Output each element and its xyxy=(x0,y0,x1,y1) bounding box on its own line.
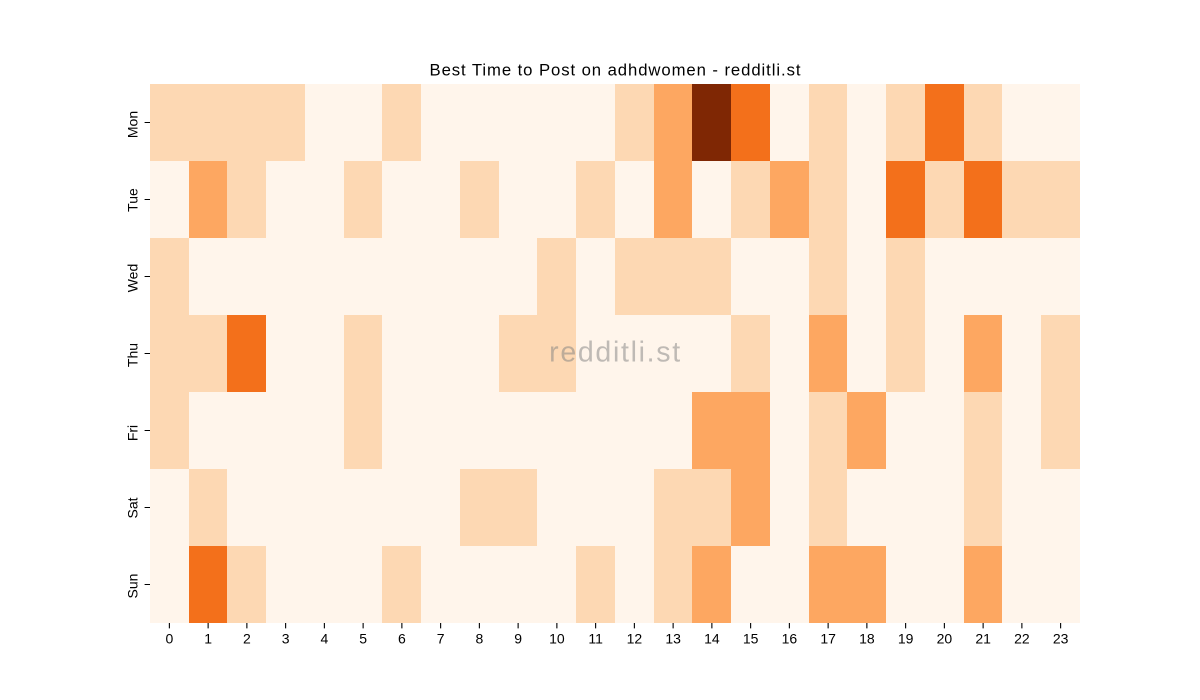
svg-text:16: 16 xyxy=(782,631,798,647)
svg-text:redditli.st: redditli.st xyxy=(549,337,682,369)
svg-text:17: 17 xyxy=(820,631,836,647)
svg-text:2: 2 xyxy=(243,631,251,647)
svg-text:21: 21 xyxy=(975,631,991,647)
svg-text:14: 14 xyxy=(704,631,720,647)
svg-text:12: 12 xyxy=(627,631,643,647)
svg-text:3: 3 xyxy=(282,631,290,647)
svg-text:18: 18 xyxy=(859,631,875,647)
svg-text:1: 1 xyxy=(204,631,212,647)
svg-text:Best Time to Post on adhdwomen: Best Time to Post on adhdwomen - redditl… xyxy=(430,61,801,80)
svg-text:Thu: Thu xyxy=(125,343,141,367)
svg-text:Sun: Sun xyxy=(125,574,141,599)
svg-text:Mon: Mon xyxy=(125,111,141,138)
svg-text:20: 20 xyxy=(937,631,953,647)
svg-text:Wed: Wed xyxy=(125,264,141,293)
svg-text:Fri: Fri xyxy=(125,425,141,441)
svg-text:19: 19 xyxy=(898,631,914,647)
svg-text:4: 4 xyxy=(320,631,328,647)
svg-text:9: 9 xyxy=(514,631,522,647)
svg-text:10: 10 xyxy=(549,631,565,647)
svg-text:13: 13 xyxy=(665,631,681,647)
svg-text:22: 22 xyxy=(1014,631,1030,647)
svg-text:23: 23 xyxy=(1053,631,1069,647)
svg-text:11: 11 xyxy=(588,631,603,647)
svg-text:7: 7 xyxy=(437,631,445,647)
svg-text:15: 15 xyxy=(743,631,759,647)
svg-text:8: 8 xyxy=(475,631,483,647)
svg-text:Sat: Sat xyxy=(125,497,141,518)
svg-text:0: 0 xyxy=(165,631,173,647)
svg-text:6: 6 xyxy=(398,631,406,647)
svg-text:5: 5 xyxy=(359,631,367,647)
svg-text:Tue: Tue xyxy=(125,188,141,212)
